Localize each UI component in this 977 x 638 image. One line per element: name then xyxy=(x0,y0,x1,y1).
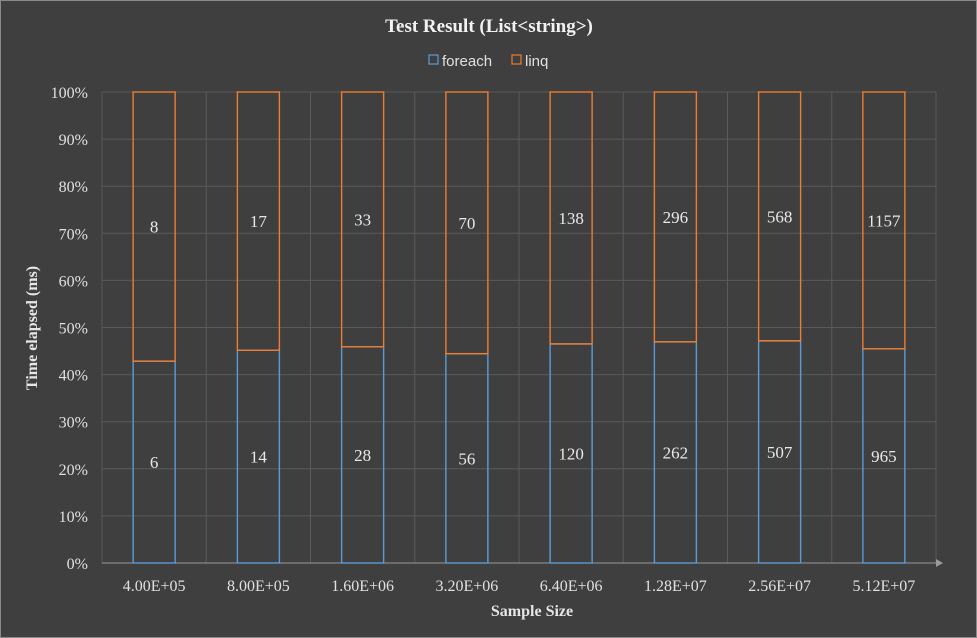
data-label-linq: 33 xyxy=(354,210,371,229)
bar-linq xyxy=(445,91,489,355)
y-tick-label: 50% xyxy=(59,321,88,338)
legend: foreach linq xyxy=(428,53,548,70)
x-tick-label: 4.00E+05 xyxy=(123,578,186,595)
data-label-linq: 1157 xyxy=(867,211,901,230)
x-tick-label: 8.00E+05 xyxy=(227,578,290,595)
data-label-foreach: 507 xyxy=(767,443,793,462)
y-tick-label: 90% xyxy=(59,132,88,149)
x-tick-label: 6.40E+06 xyxy=(540,578,603,595)
bar-linq xyxy=(236,91,281,351)
bar-linq xyxy=(757,91,802,342)
x-tick-label: 1.28E+07 xyxy=(644,578,707,595)
data-label-foreach: 965 xyxy=(871,447,897,466)
data-label-linq: 70 xyxy=(458,214,475,233)
data-label-foreach: 6 xyxy=(150,453,159,472)
bar-linq xyxy=(549,91,593,345)
bars: 6 8 14 17 28 33 56 70 120 138 262 296 507 568 965 1157 xyxy=(132,91,906,564)
legend-swatch-foreach xyxy=(428,54,439,65)
y-axis-ticks: 0% 10% 20% 30% 40% 50% 60% 70% 80% 90% 100% xyxy=(51,85,88,573)
y-tick-label: 60% xyxy=(59,273,88,290)
data-label-linq: 8 xyxy=(150,218,159,237)
chart-title: Test Result (List<string>) xyxy=(385,16,593,37)
data-label-linq: 17 xyxy=(250,212,268,231)
data-label-linq: 138 xyxy=(558,209,584,228)
bar-linq xyxy=(862,91,906,350)
data-label-foreach: 14 xyxy=(250,448,268,467)
data-label-linq: 296 xyxy=(663,208,689,227)
data-label-linq: 568 xyxy=(767,207,793,226)
bar-linq xyxy=(653,91,698,343)
y-axis-title: Time elapsed (ms) xyxy=(24,266,41,390)
x-tick-label: 2.56E+07 xyxy=(748,578,811,595)
x-tick-label: 5.12E+07 xyxy=(852,578,915,595)
x-tick-label: 3.20E+06 xyxy=(435,578,498,595)
y-tick-label: 40% xyxy=(59,368,88,385)
bar-linq xyxy=(132,91,176,362)
bar-linq xyxy=(340,91,385,348)
data-label-foreach: 56 xyxy=(458,449,475,468)
y-tick-label: 0% xyxy=(67,556,88,573)
y-tick-label: 100% xyxy=(51,85,88,102)
x-axis-ticks: 4.00E+05 8.00E+05 1.60E+06 3.20E+06 6.40E+06… xyxy=(123,578,916,595)
data-label-foreach: 28 xyxy=(354,446,371,465)
data-label-foreach: 262 xyxy=(663,443,689,462)
legend-label-foreach: foreach xyxy=(442,53,492,70)
y-tick-label: 70% xyxy=(59,226,88,243)
y-tick-label: 80% xyxy=(59,179,88,196)
legend-label-linq: linq xyxy=(525,53,548,70)
x-axis-title: Sample Size xyxy=(491,603,573,620)
y-tick-label: 20% xyxy=(59,462,88,479)
x-axis-arrow xyxy=(936,559,943,567)
data-label-foreach: 120 xyxy=(558,444,584,463)
x-tick-label: 1.60E+06 xyxy=(331,578,394,595)
y-tick-label: 30% xyxy=(59,415,88,432)
legend-swatch-linq xyxy=(511,54,522,65)
y-tick-label: 10% xyxy=(59,509,88,526)
grid-lines xyxy=(101,91,943,567)
